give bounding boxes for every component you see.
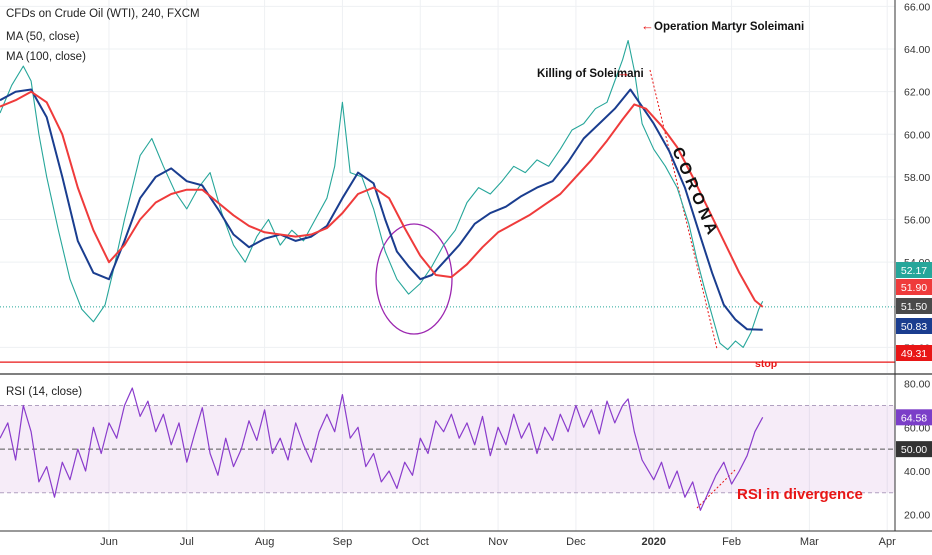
y-tick-label-price: 62.00 <box>904 87 930 99</box>
price-series-1 <box>0 88 763 331</box>
annotation-killing-of-soleimani: Killing of Soleimani <box>537 68 644 80</box>
annotation-rsi-in-divergence: RSI in divergence <box>737 486 863 503</box>
annotation-killing-arrow: → <box>617 65 630 80</box>
y-tick-label-price: 64.00 <box>904 44 930 56</box>
price-badge-4-bg <box>896 345 932 361</box>
legend-instrument: CFDs on Crude Oil (WTI), 240, FXCM <box>6 7 200 21</box>
x-tick-label: Aug <box>255 536 275 548</box>
y-tick-label-rsi: 20.00 <box>904 510 930 522</box>
x-tick-label: Feb <box>722 536 741 548</box>
x-tick-label: 2020 <box>641 536 665 548</box>
x-tick-label: Nov <box>488 536 508 548</box>
y-tick-label-price: 66.00 <box>904 1 930 13</box>
price-badge-4: 49.31 <box>901 348 927 360</box>
price-series-2 <box>0 90 764 308</box>
y-tick-label-price: 60.00 <box>904 129 930 141</box>
legend-ma50-label: MA (50, close) <box>6 31 80 43</box>
legend-ma100-label: MA (100, close) <box>6 51 86 63</box>
y-tick-label-rsi: 80.00 <box>904 379 930 391</box>
price-badge-3: 50.83 <box>901 321 927 333</box>
y-tick-label-rsi: 40.00 <box>904 466 930 478</box>
rsi-badge: 50.00 <box>901 444 927 456</box>
price-badge-2-bg <box>896 298 932 314</box>
legend-instrument-label: CFDs on Crude Oil (WTI), 240, FXCM <box>6 8 200 20</box>
price-badge-1-bg <box>896 279 932 295</box>
price-badge-2: 51.50 <box>901 301 927 313</box>
legend-rsi: RSI (14, close) <box>6 385 82 399</box>
annotation-operation-arrow: ← <box>641 18 654 33</box>
x-tick-label: Jul <box>180 536 194 548</box>
x-tick-label: Oct <box>412 536 429 548</box>
rsi-badge-bg <box>896 441 932 458</box>
legend-rsi-label: RSI (14, close) <box>6 386 83 398</box>
x-tick-label: Dec <box>566 536 586 548</box>
price-series-0 <box>0 39 764 351</box>
annotation-corona: C O R O N A <box>668 145 720 237</box>
price-badge-0: 52.17 <box>901 265 927 277</box>
price-badge-3-bg <box>896 318 932 334</box>
price-badge-1: 51.90 <box>901 282 927 294</box>
rsi-badge-bg <box>896 409 932 426</box>
x-tick-label: Jun <box>100 536 118 548</box>
y-tick-label-price: 56.00 <box>904 215 930 227</box>
annotation-operation-martyr-soleimani: Operation Martyr Soleimani <box>654 21 804 33</box>
consolidation-circle <box>375 223 453 335</box>
annotation-stop: stop <box>755 358 777 370</box>
x-tick-label: Sep <box>333 536 353 548</box>
x-tick-label: Mar <box>800 536 819 548</box>
x-tick-label: Apr <box>879 536 896 548</box>
price-badge-0-bg <box>896 262 932 278</box>
rsi-series-0 <box>0 387 764 511</box>
y-tick-label-price: 58.00 <box>904 172 930 184</box>
rsi-badge: 64.58 <box>901 412 927 424</box>
legend-ma100: MA (100, close) <box>6 50 86 64</box>
legend-ma50: MA (50, close) <box>6 30 80 44</box>
